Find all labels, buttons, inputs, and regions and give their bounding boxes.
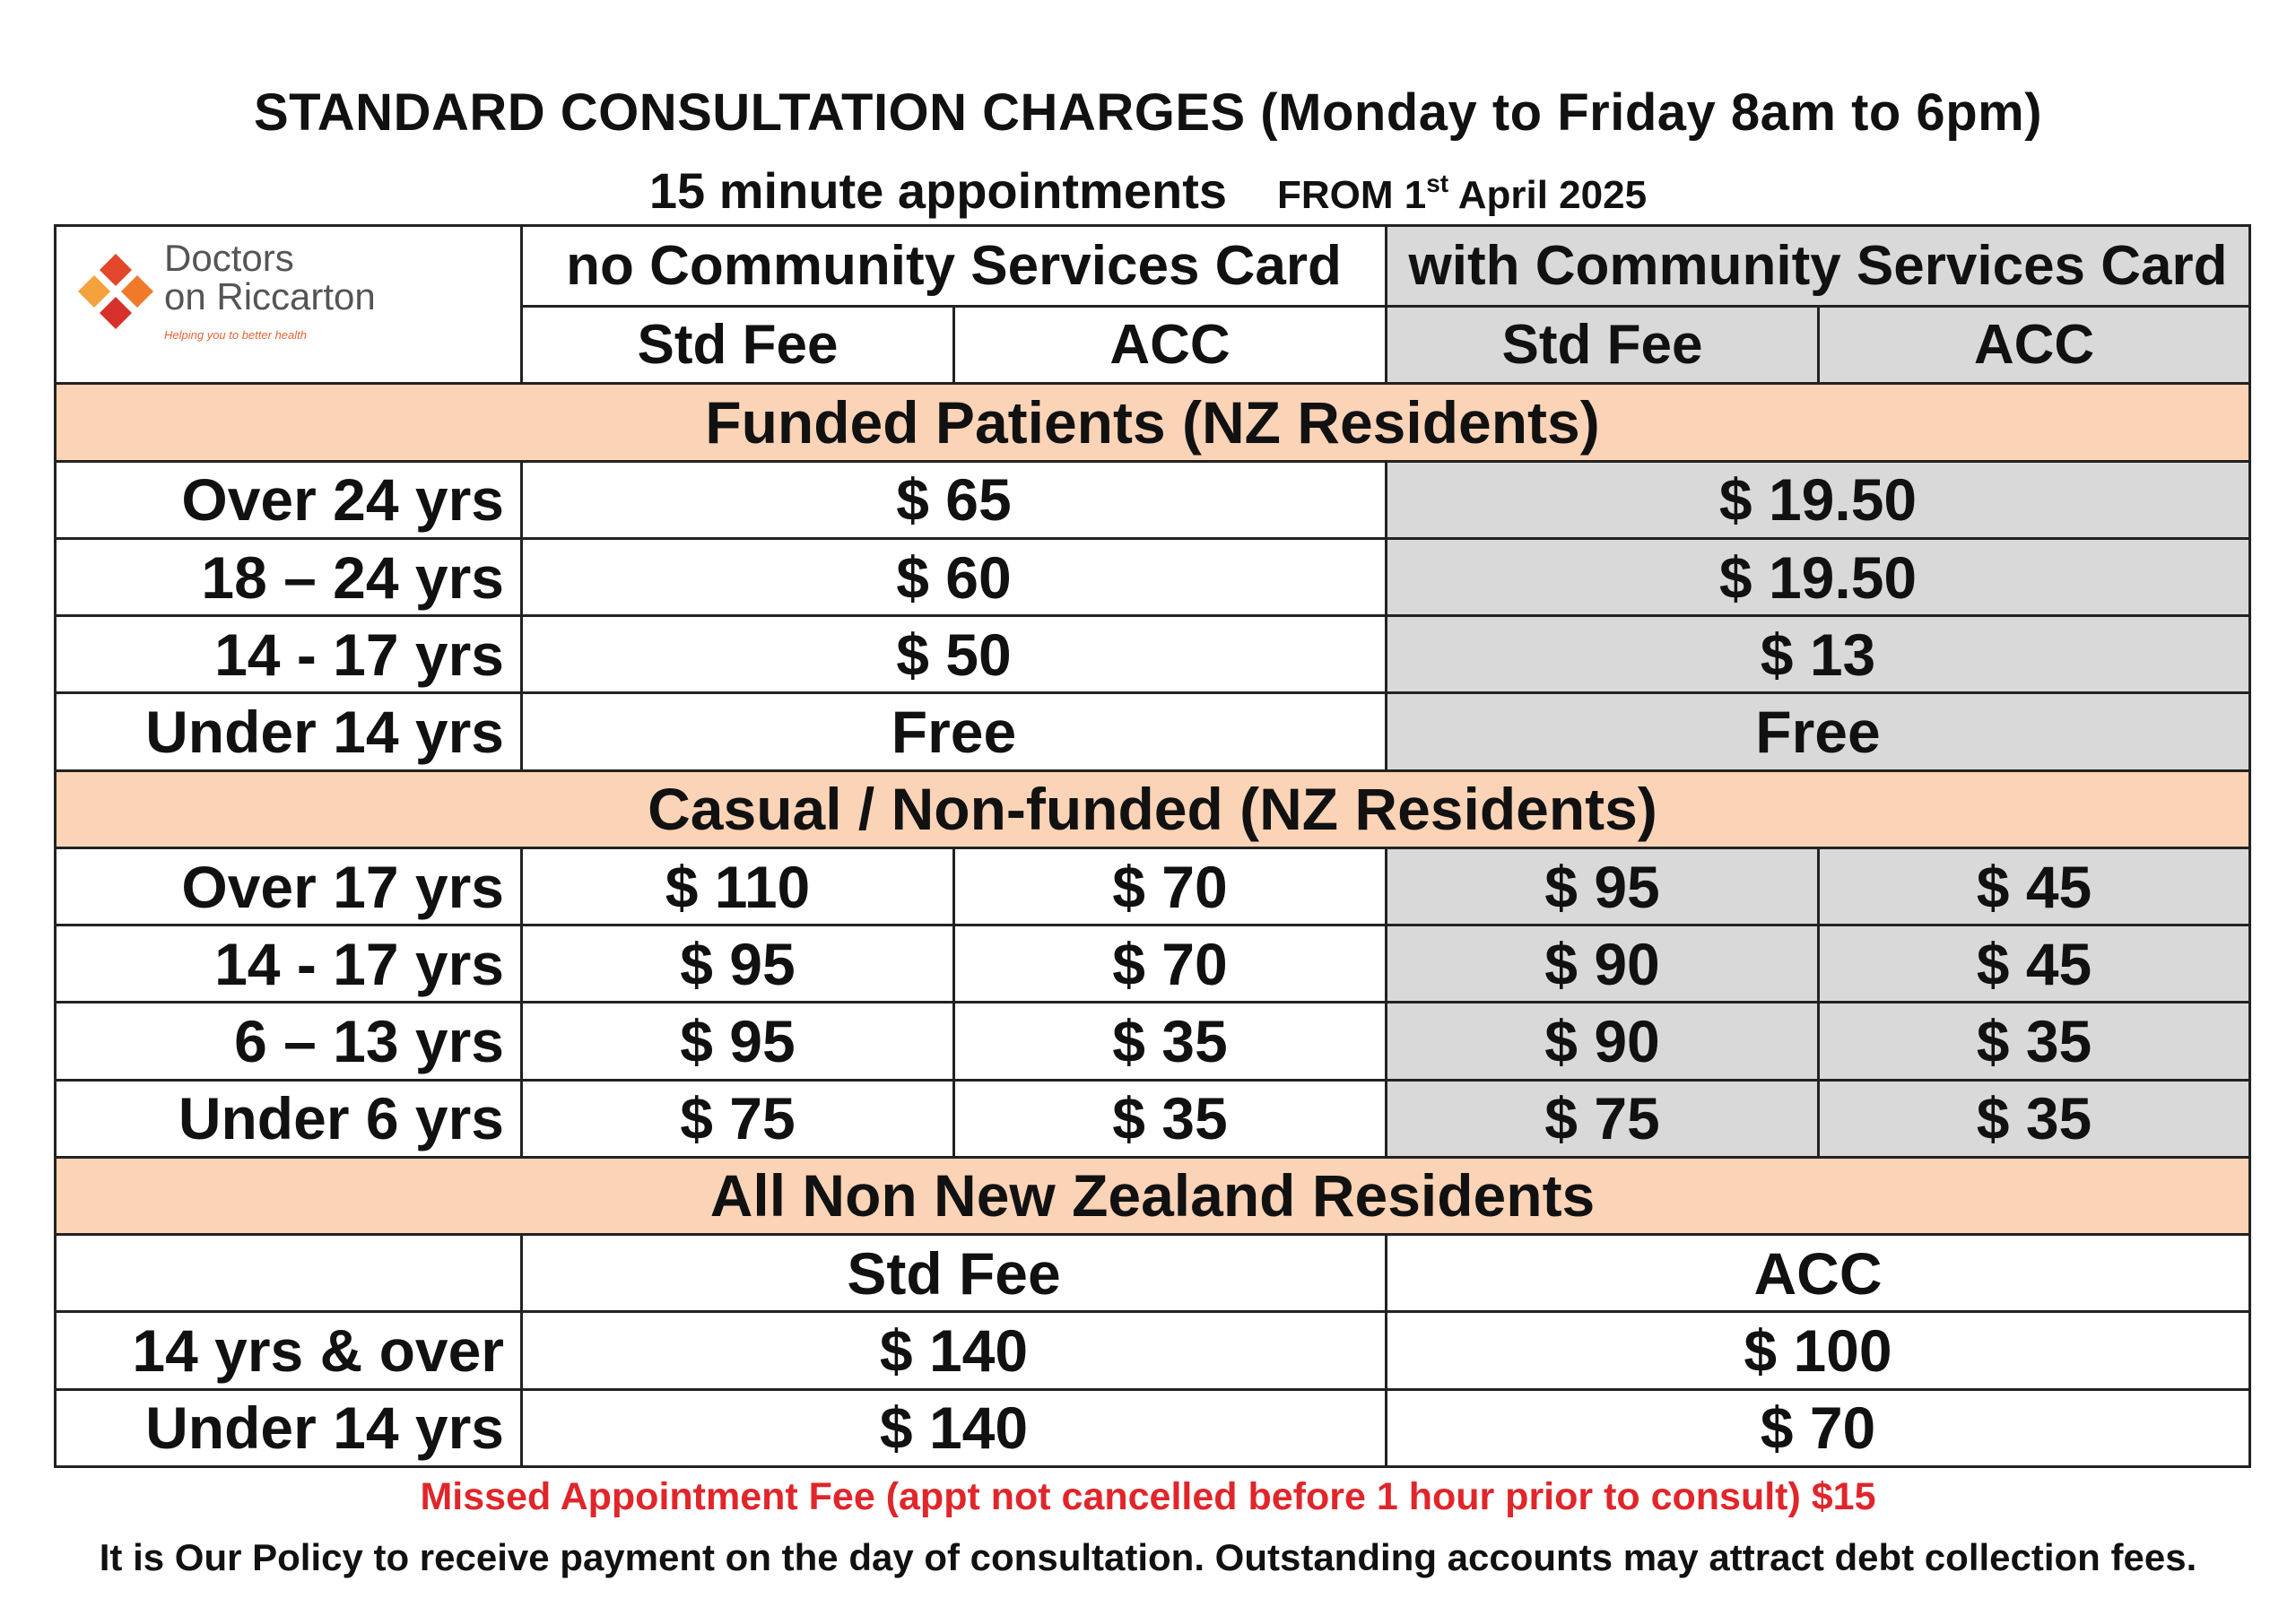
row-label: 14 - 17 yrs: [54, 924, 523, 1004]
fee-std: $ 140: [519, 1387, 1388, 1469]
fee-csc-acc: $ 35: [1817, 1001, 2252, 1082]
fee-std: $ 95: [520, 1001, 955, 1082]
fee-std: $ 110: [520, 846, 955, 927]
fee-std: $ 140: [519, 1310, 1388, 1391]
fee-acc: $ 35: [952, 1078, 1388, 1159]
table-row: 14 - 17 yrs $ 50 $ 13: [54, 614, 2252, 695]
row-label: 14 yrs & over: [54, 1310, 523, 1391]
table-row: Under 6 yrs $ 75 $ 35 $ 75 $ 35: [54, 1078, 2252, 1159]
fee-csc-std: $ 95: [1385, 846, 1821, 927]
table-row: 14 - 17 yrs $ 95 $ 70 $ 90 $ 45: [54, 924, 2252, 1004]
header-csc-acc: ACC: [1817, 305, 2252, 386]
fee-no-csc: $ 50: [519, 614, 1388, 695]
fee-csc-acc: $ 35: [1817, 1078, 2252, 1159]
fee-table: Doctors on Riccarton Helping you to bett…: [53, 223, 2252, 1469]
logo-cell: Doctors on Riccarton Helping you to bett…: [54, 223, 523, 386]
table-row: Over 17 yrs $ 110 $ 70 $ 95 $ 45: [54, 846, 2252, 927]
row-label: Over 17 yrs: [54, 846, 523, 927]
table-row: 14 yrs & over $ 140 $ 100: [54, 1310, 2252, 1391]
table-row: 18 – 24 yrs $ 60 $ 19.50: [54, 536, 2252, 618]
appointment-length: 15 minute appointments: [648, 162, 1227, 219]
fee-csc-std: $ 75: [1385, 1078, 1821, 1159]
fee-no-csc: $ 60: [519, 536, 1388, 618]
row-label: Under 14 yrs: [54, 691, 523, 772]
page-title: STANDARD CONSULTATION CHARGES (Monday to…: [253, 83, 2043, 142]
row-label: 6 – 13 yrs: [54, 1001, 523, 1082]
section-casual-non-funded: Casual / Non-funded (NZ Residents): [53, 769, 2252, 849]
table-row: Under 14 yrs $ 140 $ 70: [54, 1387, 2252, 1469]
effective-date: FROM 1st April 2025: [1277, 169, 1648, 217]
row-label-empty: [54, 1233, 523, 1314]
fee-no-csc: $ 65: [519, 459, 1388, 540]
header-non-nz-acc: ACC: [1385, 1233, 2252, 1314]
row-label: 18 – 24 yrs: [54, 536, 523, 618]
header-with-csc: with Community Services Card: [1385, 223, 2252, 308]
fee-with-csc: $ 13: [1385, 614, 2252, 695]
fee-no-csc: Free: [519, 691, 1388, 772]
fee-csc-acc: $ 45: [1817, 924, 2252, 1004]
fee-csc-std: $ 90: [1385, 924, 1821, 1004]
logo-tagline: Helping you to better health: [164, 328, 307, 342]
table-row: Under 14 yrs Free Free: [54, 691, 2252, 772]
fee-csc-acc: $ 45: [1817, 846, 2252, 927]
fee-std: $ 95: [520, 924, 955, 1004]
fee-acc: $ 70: [952, 846, 1388, 927]
row-label: 14 - 17 yrs: [54, 614, 523, 695]
fee-acc: $ 70: [952, 924, 1388, 1004]
header-std-fee: Std Fee: [520, 305, 955, 386]
cross-logo-icon: [78, 254, 153, 329]
page-subtitle: 15 minute appointments FROM 1st April 202…: [0, 161, 2296, 220]
row-label: Under 6 yrs: [54, 1078, 523, 1159]
header-csc-std-fee: Std Fee: [1385, 305, 1821, 386]
table-row: 6 – 13 yrs $ 95 $ 35 $ 90 $ 35: [54, 1001, 2252, 1082]
fee-acc: $ 70: [1385, 1387, 2252, 1469]
fee-std: $ 75: [520, 1078, 955, 1159]
payment-policy-notice: It is Our Policy to receive payment on t…: [99, 1536, 2197, 1578]
fee-csc-std: $ 90: [1385, 1001, 1821, 1082]
doctors-on-riccarton-logo: [78, 254, 153, 329]
missed-appointment-notice: Missed Appointment Fee (appt not cancell…: [420, 1475, 1876, 1518]
row-label: Under 14 yrs: [54, 1387, 523, 1469]
fee-with-csc: Free: [1385, 691, 2252, 772]
fee-with-csc: $ 19.50: [1385, 536, 2252, 618]
header-no-csc: no Community Services Card: [519, 223, 1388, 308]
header-non-nz-std-fee: Std Fee: [519, 1233, 1388, 1314]
fee-acc: $ 100: [1385, 1310, 2252, 1391]
row-label: Over 24 yrs: [54, 459, 523, 540]
section-non-nz-residents: All Non New Zealand Residents: [53, 1155, 2252, 1237]
header-acc: ACC: [952, 305, 1388, 386]
fee-with-csc: $ 19.50: [1385, 459, 2252, 540]
table-row: Over 24 yrs $ 65 $ 19.50: [54, 459, 2252, 540]
section-funded-patients: Funded Patients (NZ Residents): [53, 382, 2252, 463]
table-row: Std Fee ACC: [54, 1233, 2252, 1314]
fee-acc: $ 35: [952, 1001, 1388, 1082]
logo-wordmark: Doctors on Riccarton: [164, 237, 376, 317]
